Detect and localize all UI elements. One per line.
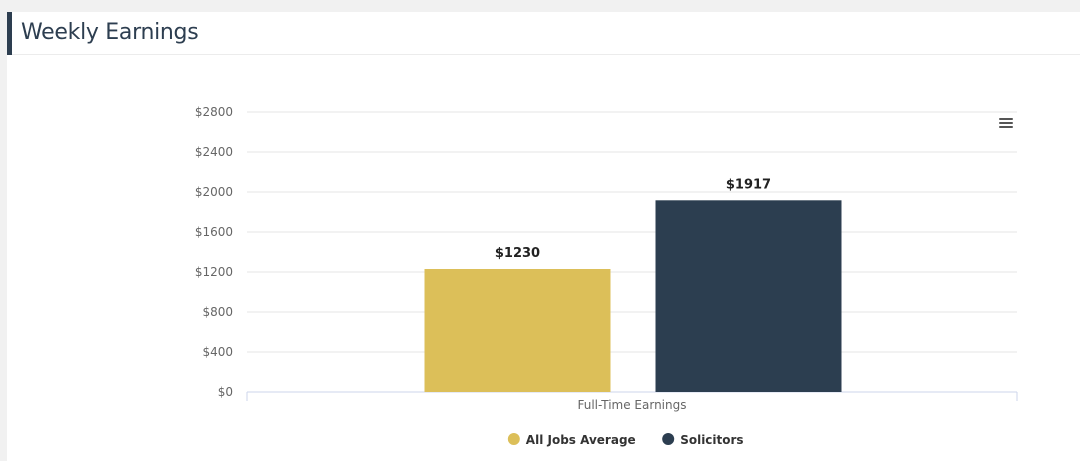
- header-accent-bar: [7, 12, 12, 55]
- x-tick-label: Full-Time Earnings: [577, 398, 686, 412]
- y-tick-label: $2800: [195, 105, 233, 119]
- legend-label: Solicitors: [680, 433, 743, 447]
- y-tick-label: $2000: [195, 185, 233, 199]
- panel-header: Weekly Earnings: [7, 12, 1080, 55]
- y-tick-label: $1600: [195, 225, 233, 239]
- bar: [424, 269, 611, 392]
- y-tick-label: $800: [202, 305, 233, 319]
- y-tick-label: $0: [218, 385, 233, 399]
- page-title: Weekly Earnings: [21, 20, 199, 45]
- y-tick-label: $2400: [195, 145, 233, 159]
- bar: [655, 200, 842, 392]
- data-label: $1230: [495, 246, 540, 261]
- chart-menu-button[interactable]: [995, 112, 1019, 134]
- legend-marker: [662, 433, 675, 445]
- y-tick-label: $400: [202, 345, 233, 359]
- legend-marker: [507, 433, 520, 445]
- legend-label: All Jobs Average: [526, 433, 636, 447]
- data-label: $1917: [726, 177, 771, 192]
- y-tick-label: $1200: [195, 265, 233, 279]
